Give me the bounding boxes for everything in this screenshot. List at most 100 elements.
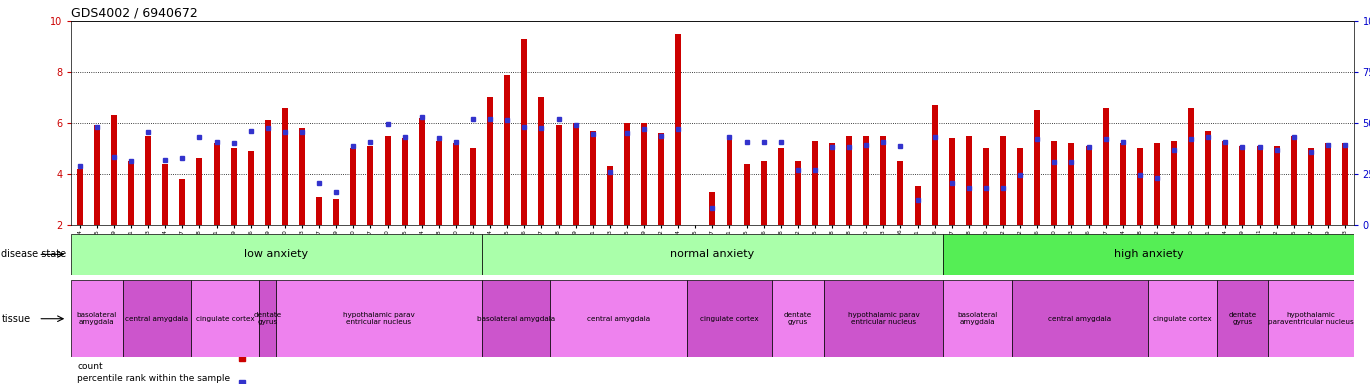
Bar [1148,280,1217,357]
Text: hypothalamic parav
entricular nucleus: hypothalamic parav entricular nucleus [342,312,415,326]
Bar [214,143,219,225]
Bar [1217,280,1269,357]
Bar [401,138,408,225]
Text: GDS4002 / 6940672: GDS4002 / 6940672 [71,7,199,20]
Bar [179,179,185,225]
Bar [823,280,943,357]
Text: hypothalamic parav
entricular nucleus: hypothalamic parav entricular nucleus [848,312,919,326]
Text: central amygdala: central amygdala [1048,316,1111,322]
Bar [259,280,277,357]
Bar [795,161,801,225]
Bar [686,280,773,357]
Bar [1051,141,1058,225]
Bar [71,234,482,275]
Bar [1085,146,1092,225]
Bar [710,192,715,225]
Bar [482,280,549,357]
Bar [1308,148,1314,225]
Bar [1011,280,1148,357]
Bar [812,141,818,225]
Bar [847,136,852,225]
Bar [778,148,784,225]
Bar [1269,280,1354,357]
Text: low anxiety: low anxiety [244,249,308,260]
Bar [1325,143,1330,225]
Bar [773,280,823,357]
Bar [111,115,116,225]
Bar [623,123,630,225]
Bar [333,199,340,225]
Bar [488,98,493,225]
Bar [419,118,425,225]
Bar [943,280,1011,357]
Bar [760,161,767,225]
Bar [863,136,870,225]
Text: tissue: tissue [1,314,30,324]
Bar [385,136,390,225]
Bar [77,169,82,225]
Bar [915,187,921,225]
Bar [1222,141,1229,225]
Bar [675,34,681,225]
Text: dentate
gyrus: dentate gyrus [253,312,282,326]
Bar [299,128,306,225]
Bar [1069,143,1074,225]
Bar [1274,146,1280,225]
Text: basolateral amygdala: basolateral amygdala [477,316,555,322]
Bar [248,151,253,225]
Text: central amygdala: central amygdala [586,316,649,322]
Text: hypothalamic
paraventricular nucleus: hypothalamic paraventricular nucleus [1269,312,1354,326]
Bar [1240,146,1245,225]
Bar [607,166,612,225]
Bar [190,280,259,357]
Bar [1291,136,1297,225]
Bar [726,136,733,225]
Bar [1154,143,1160,225]
Bar [436,141,443,225]
Bar [1206,131,1211,225]
Bar [658,133,664,225]
Bar [230,148,237,225]
Text: central amygdala: central amygdala [125,316,188,322]
Bar [538,98,544,225]
Bar [316,197,322,225]
Bar [1034,110,1040,225]
Bar [482,234,943,275]
Bar [932,105,937,225]
Bar [641,123,647,225]
Bar [1000,136,1006,225]
Bar [1017,148,1023,225]
Text: disease state: disease state [1,249,67,260]
Bar [744,164,749,225]
Text: basolateral
amygdala: basolateral amygdala [77,312,116,326]
Bar [453,143,459,225]
Bar [522,39,527,225]
Bar [95,126,100,225]
Bar [829,143,836,225]
Bar [1343,143,1348,225]
Bar [949,138,955,225]
Bar [1171,141,1177,225]
Bar [943,234,1354,275]
Bar [1119,143,1126,225]
Bar [282,108,288,225]
Bar [549,280,686,357]
Bar [367,146,374,225]
Bar [982,148,989,225]
Text: high anxiety: high anxiety [1114,249,1184,260]
Bar [504,74,510,225]
Bar [897,161,903,225]
Bar [589,131,596,225]
Bar [881,136,886,225]
Bar [470,148,475,225]
Text: dentate
gyrus: dentate gyrus [784,312,812,326]
Text: dentate
gyrus: dentate gyrus [1229,312,1256,326]
Bar [264,120,271,225]
Text: normal anxiety: normal anxiety [670,249,755,260]
Bar [122,280,190,357]
Text: cingulate cortex: cingulate cortex [1154,316,1212,322]
Text: basolateral
amygdala: basolateral amygdala [958,312,997,326]
Bar [277,280,482,357]
Text: count: count [77,362,103,371]
Text: percentile rank within the sample: percentile rank within the sample [77,374,230,383]
